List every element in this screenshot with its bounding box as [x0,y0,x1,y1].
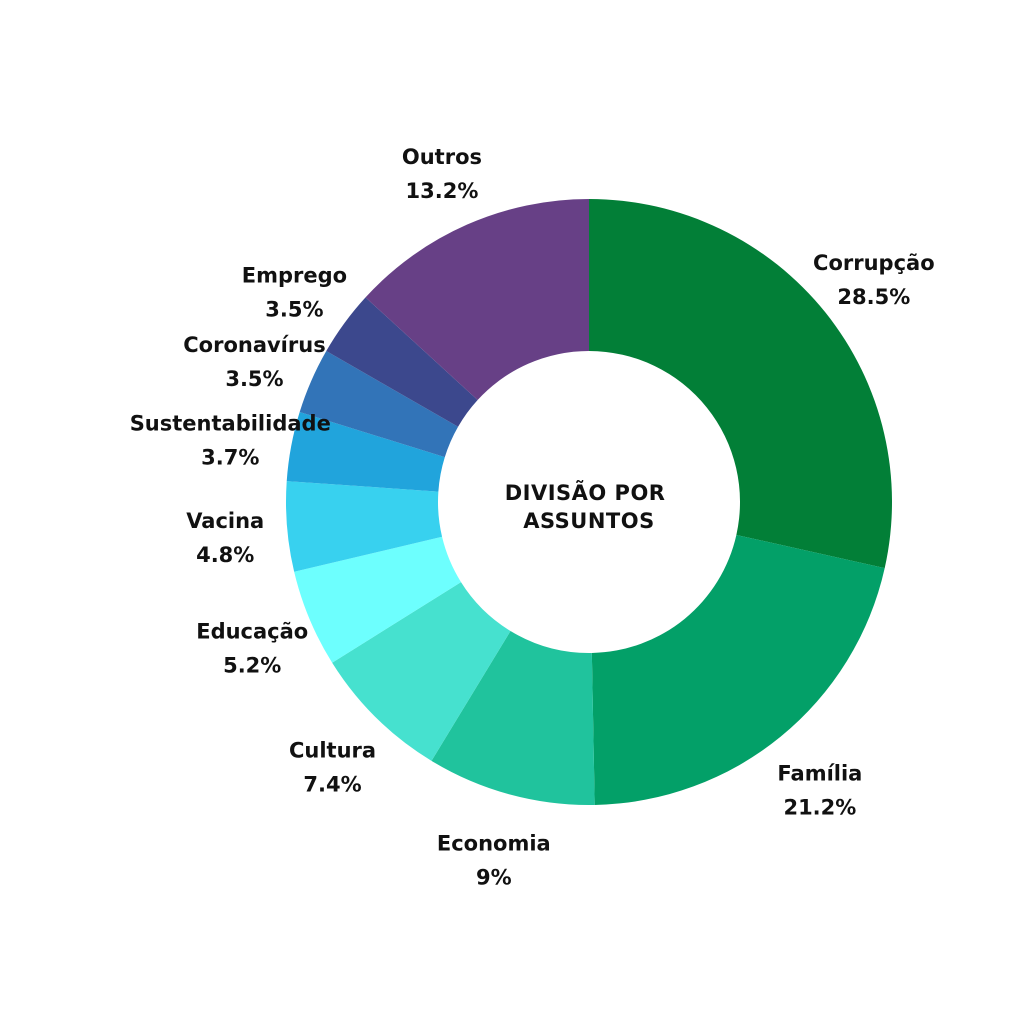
slice-label-economia: Economia 9% [437,831,551,889]
slice-value: 9% [476,865,512,889]
slice-name: Educação [196,620,308,644]
slice-familia [591,534,885,805]
slice-name: Outros [402,145,482,169]
slice-value: 4.8% [196,543,254,567]
slice-label-coronavirus: Coronavírus 3.5% [183,333,325,391]
slice-cultura [332,582,511,761]
slice-vacina [286,481,443,572]
slice-name: Sustentabilidade [130,412,331,436]
slice-name: Vacina [186,509,264,533]
slice-name: Corrupção [813,251,935,275]
slice-educacao [294,536,462,663]
slice-coronavirus [299,351,459,458]
chart-labels: Corrupção 28.5% Família 21.2% Economia 9% Cult… [130,145,935,889]
slice-label-cultura: Cultura 7.4% [289,739,376,797]
slice-name: Cultura [289,739,376,763]
slice-value: 5.2% [223,654,281,678]
slice-name: Economia [437,831,551,855]
slice-value: 3.7% [201,446,259,470]
chart-slices [286,199,892,805]
slice-label-sustentabilidade: Sustentabilidade 3.7% [130,412,331,470]
slice-emprego [326,297,478,427]
slice-sustentabilidade [286,411,445,492]
slice-value: 13.2% [406,179,479,203]
slice-value: 3.5% [265,298,323,322]
slice-label-familia: Família 21.2% [777,762,862,820]
slice-label-corrupcao: Corrupção 28.5% [813,251,935,309]
slice-name: Família [777,762,862,786]
slice-value: 7.4% [303,773,361,797]
slice-label-outros: Outros 13.2% [402,145,482,203]
slice-label-vacina: Vacina 4.8% [186,509,264,567]
slice-economia [431,630,595,805]
slice-name: Coronavírus [183,333,325,357]
slice-label-educacao: Educação 5.2% [196,620,308,678]
center-title: DIVISÃO POR ASSUNTOS [505,480,674,533]
slice-corrupcao [589,199,892,569]
slice-name: Emprego [242,264,347,288]
slice-value: 3.5% [225,367,283,391]
slice-label-emprego: Emprego 3.5% [242,264,347,322]
slice-value: 21.2% [783,796,856,820]
slice-value: 28.5% [837,285,910,309]
center-title-line-2: ASSUNTOS [523,509,655,533]
center-title-line-1: DIVISÃO POR [505,480,666,505]
slice-outros [365,199,589,401]
